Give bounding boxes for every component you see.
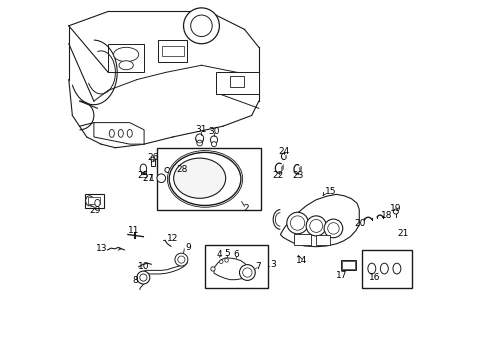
Circle shape xyxy=(183,8,219,44)
Polygon shape xyxy=(280,194,359,247)
Ellipse shape xyxy=(109,130,114,137)
Text: 18: 18 xyxy=(380,211,391,220)
Text: 15: 15 xyxy=(324,187,336,196)
Text: 13: 13 xyxy=(96,244,107,253)
Text: 2: 2 xyxy=(244,204,249,213)
Circle shape xyxy=(140,274,147,281)
Circle shape xyxy=(286,212,308,234)
Bar xyxy=(88,197,100,204)
Polygon shape xyxy=(143,260,187,274)
Ellipse shape xyxy=(85,196,93,206)
Bar xyxy=(162,45,183,56)
Circle shape xyxy=(305,216,325,236)
Circle shape xyxy=(210,267,215,271)
Bar xyxy=(156,148,260,211)
Ellipse shape xyxy=(392,263,400,274)
Bar xyxy=(141,167,145,174)
Ellipse shape xyxy=(195,134,203,143)
Text: 16: 16 xyxy=(368,273,379,282)
Text: 23: 23 xyxy=(291,171,303,180)
Polygon shape xyxy=(214,258,249,280)
Circle shape xyxy=(137,271,149,284)
Bar xyxy=(158,40,187,62)
Bar xyxy=(230,76,244,87)
Ellipse shape xyxy=(127,130,132,137)
Ellipse shape xyxy=(169,152,241,206)
Circle shape xyxy=(175,253,187,266)
Ellipse shape xyxy=(367,263,375,274)
Ellipse shape xyxy=(167,150,242,207)
Circle shape xyxy=(190,15,212,37)
Text: 26: 26 xyxy=(147,153,159,162)
Text: 6: 6 xyxy=(233,250,238,259)
Text: 8: 8 xyxy=(132,276,137,285)
Circle shape xyxy=(224,258,228,262)
Circle shape xyxy=(242,268,251,277)
Bar xyxy=(151,159,155,166)
Ellipse shape xyxy=(118,130,123,137)
Circle shape xyxy=(211,141,216,147)
Text: 25: 25 xyxy=(138,171,149,180)
Text: 20: 20 xyxy=(354,219,365,228)
Text: 28: 28 xyxy=(176,166,187,175)
Circle shape xyxy=(157,174,165,183)
Text: 9: 9 xyxy=(184,243,190,252)
Polygon shape xyxy=(94,123,144,144)
Bar xyxy=(84,194,104,208)
Text: 4: 4 xyxy=(216,250,222,259)
Circle shape xyxy=(219,260,223,264)
Ellipse shape xyxy=(173,158,225,198)
Circle shape xyxy=(196,140,202,146)
Bar xyxy=(340,260,356,270)
Text: 29: 29 xyxy=(89,206,100,215)
Text: 22: 22 xyxy=(272,171,283,180)
Circle shape xyxy=(324,219,342,238)
Text: 3: 3 xyxy=(270,260,276,269)
Ellipse shape xyxy=(119,61,133,70)
Ellipse shape xyxy=(95,199,100,207)
Text: 1: 1 xyxy=(149,174,155,183)
Text: 17: 17 xyxy=(335,271,346,280)
Circle shape xyxy=(164,167,169,172)
Text: 24: 24 xyxy=(278,147,289,156)
Ellipse shape xyxy=(210,136,217,144)
Circle shape xyxy=(309,220,322,232)
Circle shape xyxy=(327,223,339,234)
Bar xyxy=(315,235,329,245)
Ellipse shape xyxy=(140,164,146,173)
Ellipse shape xyxy=(113,47,139,62)
Text: 21: 21 xyxy=(396,229,407,238)
Circle shape xyxy=(178,256,184,263)
Ellipse shape xyxy=(380,263,387,274)
Text: 11: 11 xyxy=(127,226,139,235)
Text: 12: 12 xyxy=(167,234,178,243)
Bar xyxy=(204,244,267,288)
Text: 14: 14 xyxy=(296,256,307,265)
Text: 7: 7 xyxy=(255,262,261,271)
Text: 27: 27 xyxy=(142,174,154,183)
Bar xyxy=(215,72,258,94)
Bar xyxy=(293,234,310,244)
Bar xyxy=(341,261,354,269)
Text: 19: 19 xyxy=(389,204,401,213)
Bar xyxy=(108,44,144,72)
Circle shape xyxy=(392,209,398,214)
Text: 5: 5 xyxy=(224,249,230,258)
Circle shape xyxy=(290,216,304,230)
Circle shape xyxy=(239,265,255,280)
Bar xyxy=(362,250,411,288)
Text: 10: 10 xyxy=(137,262,149,271)
Circle shape xyxy=(151,157,155,161)
Text: 30: 30 xyxy=(208,127,219,136)
Text: 31: 31 xyxy=(195,125,206,134)
